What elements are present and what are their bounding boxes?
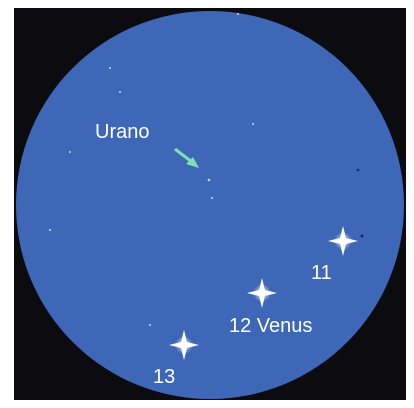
faint-star [109,67,111,69]
faint-star [149,324,151,326]
page: Urano 11 12 Venus 13 (() => { const data… [0,0,414,408]
faint-star [69,151,71,153]
faint-star [208,179,211,182]
position-label: 11 [311,262,332,284]
faint-star [119,91,121,93]
faint-star [252,123,254,125]
faint-star [361,235,364,238]
venus-label: 12 Venus [229,315,312,337]
faint-star [237,13,239,15]
position-label: 13 [153,366,175,388]
uranus-label: Urano [95,121,149,143]
sky-field [16,11,404,399]
faint-star [357,169,360,172]
faint-star [211,197,213,199]
faint-star [49,229,51,231]
finder-chart: Urano 11 12 Venus 13 [0,0,414,408]
